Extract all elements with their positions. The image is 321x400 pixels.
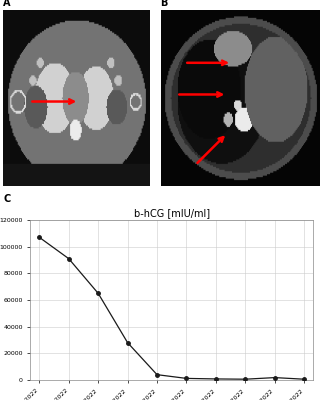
- Title: b-hCG [mIU/ml]: b-hCG [mIU/ml]: [134, 208, 210, 218]
- Text: A: A: [3, 0, 11, 8]
- Text: B: B: [160, 0, 168, 8]
- Text: C: C: [3, 194, 11, 204]
